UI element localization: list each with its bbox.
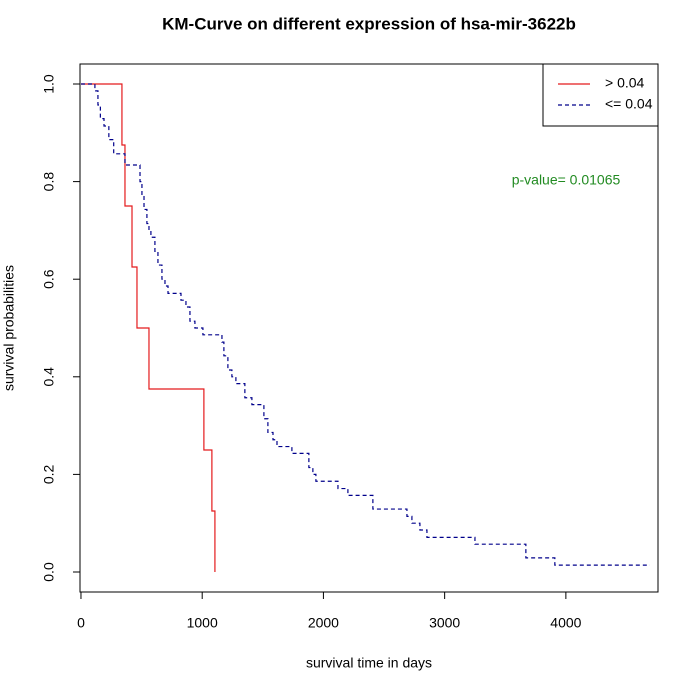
y-tick-label: 0.2 — [41, 464, 57, 484]
km-curve — [80, 83, 216, 572]
legend-label: <= 0.04 — [605, 96, 653, 112]
x-tick-label: 2000 — [308, 615, 339, 631]
x-tick-label: 3000 — [429, 615, 460, 631]
km-curve — [80, 83, 650, 566]
x-axis-label: survival time in days — [306, 655, 432, 671]
x-tick-label: 1000 — [187, 615, 218, 631]
y-tick-label: 0.0 — [41, 562, 57, 582]
y-axis-label: survival probabilities — [1, 265, 17, 391]
p-value-annotation: p-value= 0.01065 — [512, 172, 621, 188]
x-tick-label: 4000 — [550, 615, 581, 631]
y-tick-label: 0.6 — [41, 269, 57, 289]
legend-box — [542, 63, 659, 127]
x-tick-label: 0 — [77, 615, 85, 631]
y-tick-label: 1.0 — [41, 74, 57, 94]
chart-title: KM-Curve on different expression of hsa-… — [162, 14, 576, 33]
legend-label: > 0.04 — [605, 75, 645, 91]
plot-frame — [79, 63, 659, 593]
y-tick-label: 0.8 — [41, 172, 57, 192]
y-tick-label: 0.4 — [41, 367, 57, 387]
